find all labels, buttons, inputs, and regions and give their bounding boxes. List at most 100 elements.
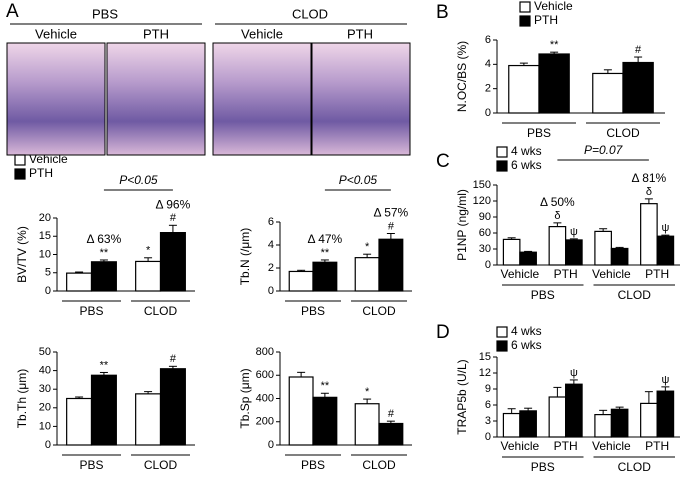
group-label: CLOD bbox=[362, 304, 396, 318]
significance-mark: * bbox=[365, 386, 370, 398]
legend-swatch bbox=[496, 160, 508, 172]
bar bbox=[378, 238, 404, 292]
y-tick-label: 5 bbox=[45, 267, 51, 279]
y-tick-label: 20 bbox=[39, 212, 51, 224]
bar bbox=[538, 53, 570, 114]
y-tick-label: 600 bbox=[256, 369, 274, 381]
y-axis-label: Tb.Sp (μm) bbox=[238, 368, 252, 428]
legend-label: 6 wks bbox=[511, 158, 542, 172]
y-tick-label: 2 bbox=[485, 83, 491, 95]
y-tick-label: 0 bbox=[45, 439, 51, 451]
x-tick-label: PTH bbox=[554, 439, 578, 453]
y-tick-label: 4 bbox=[485, 58, 491, 70]
bar bbox=[656, 390, 675, 438]
legend-swatch bbox=[496, 326, 508, 338]
group-label: CLOD bbox=[618, 288, 652, 302]
legend-label: Vehicle bbox=[534, 0, 573, 13]
x-tick-label: PTH bbox=[554, 267, 578, 281]
bar bbox=[90, 374, 117, 446]
condition-header: PTH bbox=[347, 26, 373, 41]
legend-swatch bbox=[496, 146, 508, 158]
legend-label: PTH bbox=[29, 166, 53, 180]
significance-mark: # bbox=[388, 220, 395, 232]
panel-letter: C bbox=[436, 151, 450, 172]
bar bbox=[288, 376, 314, 446]
legend-label: 4 wks bbox=[511, 324, 542, 338]
bar bbox=[502, 412, 521, 438]
significance-mark: ψ bbox=[661, 374, 669, 386]
bar bbox=[288, 270, 314, 292]
x-tick-label: Vehicle bbox=[592, 267, 631, 281]
y-tick-label: 60 bbox=[479, 227, 491, 239]
significance-mark: ** bbox=[100, 247, 109, 259]
bar bbox=[519, 251, 537, 266]
histology-image bbox=[106, 42, 206, 156]
y-tick-label: 0 bbox=[485, 259, 491, 271]
bracket-label: P=0.07 bbox=[584, 143, 624, 157]
panel-letter: A bbox=[6, 1, 19, 22]
y-tick-label: 400 bbox=[256, 392, 274, 404]
significance-mark: ψ bbox=[661, 222, 669, 234]
group-label: PBS bbox=[79, 458, 103, 472]
y-tick-label: 12 bbox=[479, 367, 491, 379]
significance-mark: # bbox=[388, 408, 395, 420]
y-tick-label: 2 bbox=[268, 262, 274, 274]
bar bbox=[565, 383, 583, 438]
y-tick-label: 20 bbox=[39, 402, 51, 414]
group-label: CLOD bbox=[144, 304, 178, 318]
significance-mark: # bbox=[170, 212, 177, 224]
y-tick-label: 15 bbox=[39, 230, 51, 242]
group-label: PBS bbox=[527, 126, 551, 140]
group-label: PBS bbox=[531, 460, 555, 474]
bar bbox=[640, 402, 658, 438]
group-label: PBS bbox=[79, 304, 103, 318]
x-tick-label: Vehicle bbox=[501, 267, 540, 281]
y-tick-label: 40 bbox=[39, 365, 51, 377]
x-tick-label: PTH bbox=[645, 267, 669, 281]
bar bbox=[656, 235, 675, 266]
legend-swatch bbox=[496, 340, 508, 352]
significance-mark: # bbox=[635, 44, 642, 56]
significance-mark: δ bbox=[554, 210, 560, 222]
bar bbox=[548, 226, 567, 266]
y-tick-label: 6 bbox=[268, 216, 274, 228]
condition-header: Vehicle bbox=[35, 26, 77, 41]
y-tick-label: 200 bbox=[256, 416, 274, 428]
bar bbox=[640, 203, 658, 266]
group-label: CLOD bbox=[618, 460, 652, 474]
bar bbox=[354, 257, 380, 292]
significance-mark: ψ bbox=[570, 226, 578, 238]
y-tick-label: 3 bbox=[485, 415, 491, 427]
delta-label: Δ 96% bbox=[156, 197, 191, 211]
y-tick-label: 150 bbox=[473, 179, 491, 191]
bracket-label: P<0.05 bbox=[339, 173, 378, 187]
y-tick-label: 30 bbox=[39, 383, 51, 395]
panel-letter: D bbox=[436, 322, 450, 343]
panel-letter: B bbox=[436, 2, 449, 23]
delta-label: Δ 57% bbox=[374, 206, 409, 220]
significance-mark: ** bbox=[321, 380, 330, 392]
bar bbox=[594, 230, 612, 266]
bar bbox=[66, 272, 93, 292]
histology-image bbox=[6, 42, 106, 156]
bar bbox=[622, 61, 654, 114]
y-tick-label: 50 bbox=[39, 346, 51, 358]
significance-mark: # bbox=[170, 353, 177, 365]
y-axis-label: Tb.N (/μm) bbox=[238, 228, 252, 286]
y-tick-label: 0 bbox=[268, 439, 274, 451]
group-header: CLOD bbox=[292, 6, 328, 21]
y-tick-label: 4 bbox=[268, 239, 274, 251]
condition-header: PTH bbox=[143, 26, 169, 41]
condition-header: Vehicle bbox=[241, 26, 283, 41]
bar bbox=[312, 396, 338, 446]
y-tick-label: 0 bbox=[485, 431, 491, 443]
group-label: CLOD bbox=[362, 458, 396, 472]
bar bbox=[66, 397, 93, 446]
group-label: CLOD bbox=[606, 126, 640, 140]
delta-label: Δ 81% bbox=[632, 171, 667, 185]
significance-mark: * bbox=[365, 241, 370, 253]
bar bbox=[312, 261, 338, 292]
y-tick-label: 9 bbox=[485, 383, 491, 395]
legend-label: PTH bbox=[534, 13, 558, 27]
delta-label: Δ 50% bbox=[540, 195, 575, 209]
